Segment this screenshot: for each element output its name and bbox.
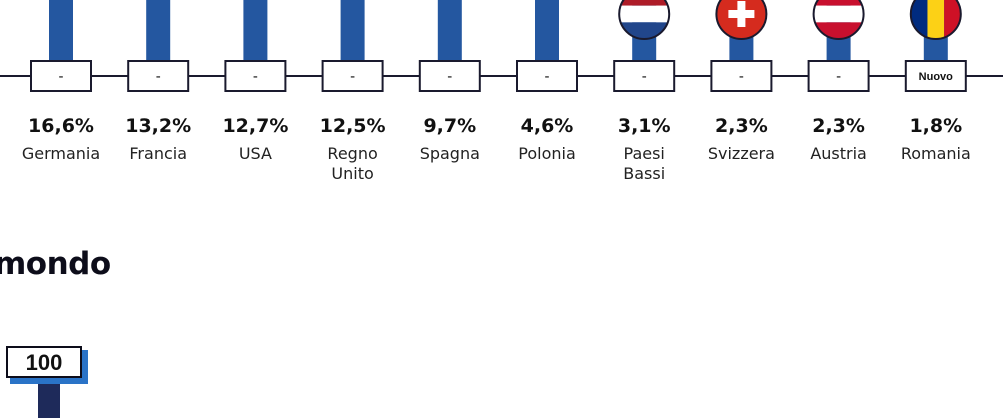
bar-francia — [146, 0, 170, 61]
category-label: USA — [239, 144, 272, 163]
value-label: 3,1% — [618, 115, 671, 137]
bar-polonia — [535, 0, 559, 61]
section-title: mondo — [0, 246, 111, 282]
value-label: 9,7% — [423, 115, 476, 137]
change-label: - — [253, 68, 258, 85]
category-label: Austria — [810, 144, 867, 163]
value-label: 12,7% — [222, 115, 288, 137]
category-label: Romania — [901, 144, 971, 163]
category-label: Polonia — [518, 144, 576, 163]
change-label: - — [642, 68, 647, 85]
value-label: 13,2% — [125, 115, 191, 137]
change-label: - — [447, 68, 452, 85]
bar-regno-unito — [341, 0, 365, 61]
value-label: 2,3% — [812, 115, 865, 137]
value-label: 16,6% — [28, 115, 94, 137]
category-label: Paesi Bassi — [623, 144, 665, 183]
bar-usa — [243, 0, 267, 61]
change-label: - — [350, 68, 355, 85]
change-label: - — [836, 68, 841, 85]
change-label: - — [545, 68, 550, 85]
category-label: Svizzera — [708, 144, 775, 163]
rank-badge: 100 — [6, 346, 88, 418]
bar-germania — [49, 0, 73, 61]
category-label: Spagna — [420, 144, 480, 163]
value-label: 12,5% — [320, 115, 386, 137]
category-label: Germania — [22, 144, 100, 163]
change-label: - — [59, 68, 64, 85]
change-label: Nuovo — [919, 71, 954, 83]
value-label: 1,8% — [909, 115, 962, 137]
value-label: 2,3% — [715, 115, 768, 137]
value-label: 4,6% — [521, 115, 574, 137]
rank-badge-bar — [38, 384, 60, 418]
rank-badge-value: 100 — [6, 346, 82, 378]
category-label: Francia — [129, 144, 187, 163]
change-label: - — [156, 68, 161, 85]
category-label: Regno Unito — [327, 144, 377, 183]
bar-chart: - - - - - - - - - Nuovo 16,6% 13,2% 12,7% 12,5% 9,7% 4,… — [0, 0, 1003, 200]
change-label: - — [739, 68, 744, 85]
bar-spagna — [438, 0, 462, 61]
